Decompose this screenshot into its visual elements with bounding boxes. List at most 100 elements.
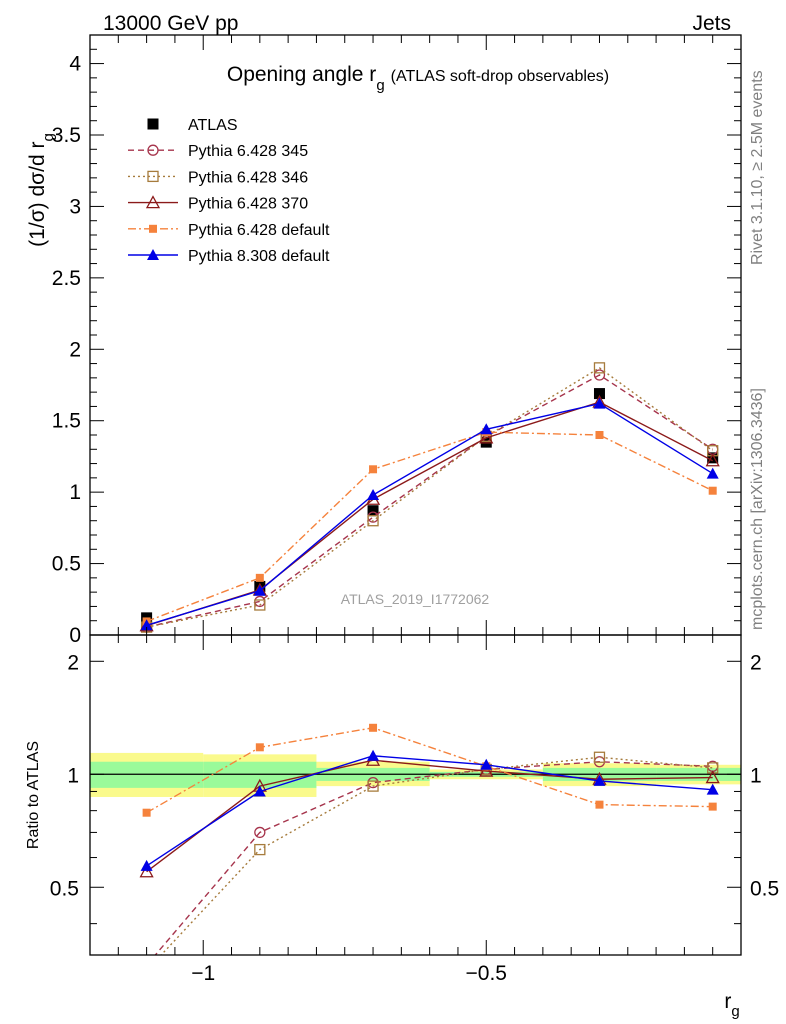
data-point <box>140 619 153 631</box>
legend-item: Pythia 6.428 346 <box>128 169 308 186</box>
ratio-data-point <box>593 774 606 786</box>
legend-label: ATLAS <box>188 117 238 134</box>
main-title-text: Opening angle r <box>227 63 376 86</box>
ratio-data-point <box>708 802 717 811</box>
ratio-y-tick-label-right: 1 <box>750 764 762 787</box>
legend-item: ATLAS <box>147 117 238 134</box>
series-line <box>146 431 714 623</box>
data-point <box>255 573 264 582</box>
legend-label: Pythia 8.308 default <box>188 248 330 265</box>
data-point <box>593 369 606 381</box>
legend-marker <box>147 249 159 260</box>
header-right: Jets <box>692 12 731 35</box>
ratio-y-tick-label: 2 <box>67 651 79 674</box>
legend-marker <box>147 170 159 183</box>
x-axis-label: rg <box>724 990 739 1020</box>
data-point <box>593 397 606 409</box>
series-line <box>146 374 714 628</box>
main-y-tick-label: 3.5 <box>52 124 81 147</box>
ratio-y-tick-label: 1 <box>67 764 79 787</box>
x-axis-label-sub: g <box>731 1003 739 1020</box>
main-y-axis-label: (1/σ) dσ/d rg <box>26 133 57 247</box>
legend-item: Pythia 6.428 370 <box>128 195 308 213</box>
legend-item: Pythia 8.308 default <box>128 248 330 265</box>
data-point <box>593 362 606 374</box>
ratio-data-point <box>254 843 266 856</box>
data-point <box>708 486 717 495</box>
ratio-data-point <box>367 780 379 792</box>
ratio-series-line <box>146 759 713 873</box>
ratio-panel: 0.5 0.5 1 1 2 2 −1 −0.5 Ratio to ATLAS rg <box>25 634 779 1020</box>
x-axis-label-text: r <box>724 990 731 1013</box>
ratio-data-point <box>140 859 153 871</box>
main-watermark: ATLAS_2019_I1772062 <box>341 591 490 607</box>
side-text-top: Rivet 3.1.10, ≥ 2.5M events <box>749 70 766 265</box>
ratio-series-group <box>139 723 720 976</box>
legend-marker <box>145 195 161 209</box>
ratio-data-point <box>369 723 378 732</box>
ratio-series-pythia-6-428-346 <box>142 751 719 976</box>
ratio-data-point <box>593 751 606 763</box>
data-point <box>367 489 380 500</box>
main-y-tick-label: 2.5 <box>52 267 81 290</box>
ratio-series-line <box>154 761 713 955</box>
data-point <box>369 465 378 474</box>
legend-marker <box>147 118 159 130</box>
ratio-y-tick-label-right: 0.5 <box>750 877 779 900</box>
ratio-data-point <box>706 783 719 795</box>
data-point <box>593 388 605 400</box>
legend: ATLAS Pythia 6.428 345 Pythia 6.428 346 Pyt… <box>128 117 330 265</box>
header-left: 13000 GeV pp <box>103 12 238 35</box>
ratio-data-point <box>480 758 493 770</box>
ratio-data-point <box>142 808 151 817</box>
series-line <box>146 402 714 626</box>
data-point <box>706 467 719 479</box>
data-point <box>254 599 266 611</box>
ratio-data-point <box>367 749 380 761</box>
main-y-tick-label: 2 <box>69 338 81 361</box>
ratio-y-axis-label: Ratio to ATLAS <box>25 741 42 849</box>
data-point <box>595 431 604 439</box>
data-point <box>479 430 494 444</box>
series-line <box>146 367 714 628</box>
side-text-bottom: mcplots.cern.ch [arXiv:1306.3436] <box>749 388 766 630</box>
main-y-tick-label: 1.5 <box>52 410 81 433</box>
data-point <box>705 453 720 467</box>
ratio-data-point <box>479 763 494 777</box>
x-tick-label: −0.5 <box>466 962 507 985</box>
main-y-tick-label: 0.5 <box>52 553 81 576</box>
ratio-y-tick-label: 0.5 <box>50 877 79 900</box>
main-y-axis-label-sub: g <box>40 133 57 141</box>
main-title-sub: g <box>376 77 384 94</box>
legend-marker <box>149 224 157 233</box>
main-y-tick-label: 1 <box>69 481 81 504</box>
ratio-data-point <box>255 743 264 752</box>
legend-label: Pythia 6.428 default <box>188 222 330 239</box>
ratio-frame <box>89 634 742 956</box>
ratio-data-point <box>253 785 266 797</box>
main-y-tick-label: 3 <box>69 195 81 218</box>
legend-label: Pythia 6.428 345 <box>188 143 308 160</box>
main-y-tick-label: 0 <box>69 624 81 647</box>
ratio-series-pythia-8-308-default <box>140 749 719 871</box>
data-point <box>480 423 493 435</box>
ratio-data-point <box>595 800 604 809</box>
main-panel: 00.511.522.533.54 Opening angle rg(ATLAS… <box>26 34 742 647</box>
ratio-series-line <box>146 755 713 867</box>
legend-item: Pythia 6.428 345 <box>128 143 308 160</box>
data-point <box>367 515 379 527</box>
legend-marker <box>147 144 159 156</box>
ratio-data-point <box>254 826 266 839</box>
legend-label: Pythia 6.428 346 <box>188 169 308 186</box>
series-pythia-8-308-default <box>140 397 719 631</box>
ratio-data-point <box>142 966 152 976</box>
ratio-y-tick-label-right: 2 <box>750 651 762 674</box>
x-tick-label: −1 <box>191 962 215 985</box>
data-point <box>367 505 379 517</box>
main-y-axis-label-text: (1/σ) dσ/d r <box>26 142 49 247</box>
main-title: Opening angle rg (ATLAS soft-drop observa… <box>227 63 609 94</box>
ratio-series-line <box>146 727 713 814</box>
legend-label: Pythia 6.428 370 <box>188 196 308 213</box>
legend-item: Pythia 6.428 default <box>128 222 330 239</box>
